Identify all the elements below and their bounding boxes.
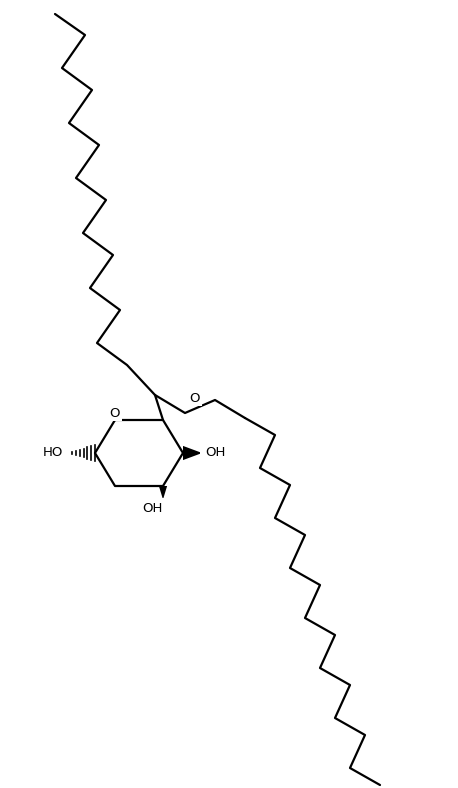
Text: OH: OH [142,501,162,515]
Polygon shape [159,486,167,498]
Text: OH: OH [205,447,225,459]
Text: HO: HO [43,447,63,459]
Polygon shape [183,446,200,460]
Text: O: O [110,407,120,419]
Text: O: O [190,392,200,404]
